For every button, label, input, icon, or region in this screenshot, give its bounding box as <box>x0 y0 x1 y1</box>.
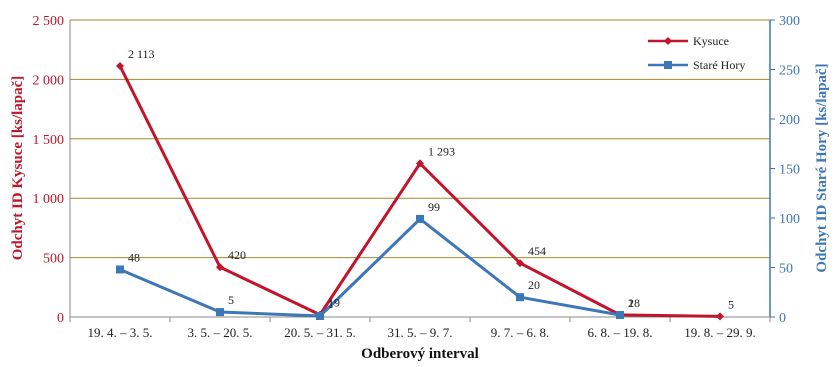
data-point-stare-hory <box>616 311 624 320</box>
right-tick-label: 100 <box>779 212 800 227</box>
right-tick-label: 200 <box>779 113 800 128</box>
x-tick-label: 31. 5. – 9. 7. <box>388 325 453 340</box>
data-point-kysuce <box>516 259 524 268</box>
data-label-kysuce: 19 <box>328 296 340 310</box>
right-tick-label: 50 <box>779 262 793 277</box>
data-label-stare-hory: 2 <box>628 296 634 310</box>
data-label-kysuce: 5 <box>728 297 734 311</box>
data-point-kysuce <box>216 263 224 272</box>
data-label-stare-hory: 99 <box>428 200 440 214</box>
y-axis-label-left: Odchyt ID Kysuce [ks/lapač] <box>10 76 26 261</box>
series-line-stare-hory <box>119 217 621 318</box>
data-label-kysuce: 18 <box>628 296 640 310</box>
left-tick-label: 2 000 <box>33 73 65 88</box>
right-tick-label: 0 <box>779 311 786 326</box>
legend-marker-stare-hory <box>664 61 672 69</box>
data-point-stare-hory <box>116 265 124 274</box>
right-tick-label: 300 <box>779 14 800 29</box>
data-label-kysuce: 454 <box>528 244 546 258</box>
legend-marker-kysuce <box>664 37 672 45</box>
y-axis-label-right: Odchyt ID Staré Hory [ks/lapač] <box>814 63 830 272</box>
x-axis-label: Odberový interval <box>361 346 479 362</box>
data-point-stare-hory <box>416 214 424 223</box>
data-point-stare-hory <box>516 293 524 302</box>
data-label-stare-hory: 48 <box>128 250 140 264</box>
legend: Kysuce Staré Hory <box>648 34 745 72</box>
right-tick-label: 250 <box>779 64 800 79</box>
data-label-kysuce: 2 113 <box>128 47 155 61</box>
data-point-stare-hory <box>216 308 224 317</box>
data-point-kysuce <box>716 312 724 321</box>
x-tick-label: 9. 7. – 6. 8. <box>491 325 550 340</box>
x-tick-label: 6. 8. – 19. 8. <box>588 325 653 340</box>
legend-label-kysuce: Kysuce <box>693 34 729 48</box>
data-label-stare-hory: 5 <box>228 293 234 307</box>
left-tick-label: 1 000 <box>33 192 65 207</box>
data-point-kysuce <box>416 159 424 168</box>
right-axis-ticks: 0 50 100 150 200 250 300 <box>770 14 800 326</box>
left-axis-ticks: 0 500 1 000 1 500 2 000 2 500 <box>33 14 65 326</box>
left-tick-label: 1 500 <box>33 133 65 148</box>
data-label-kysuce: 420 <box>228 248 246 262</box>
x-tick-label: 19. 8. – 29. 9. <box>684 325 756 340</box>
series-line-kysuce <box>118 65 721 318</box>
legend-label-stare-hory: Staré Hory <box>693 58 745 72</box>
data-label-stare-hory: 20 <box>528 278 540 292</box>
left-tick-label: 500 <box>43 252 64 267</box>
left-tick-label: 2 500 <box>33 14 65 29</box>
left-tick-label: 0 <box>57 311 64 326</box>
x-axis-ticks: 19. 4. – 3. 5. 3. 5. – 20. 5. 20. 5. – 31.… <box>69 317 771 340</box>
right-tick-label: 150 <box>779 163 800 178</box>
data-point-stare-hory <box>316 312 324 321</box>
data-point-kysuce <box>116 61 124 70</box>
x-tick-label: 20. 5. – 31. 5. <box>284 325 356 340</box>
x-tick-label: 19. 4. – 3. 5. <box>88 325 153 340</box>
x-tick-label: 3. 5. – 20. 5. <box>188 325 253 340</box>
series-layer <box>116 61 724 321</box>
data-label-stare-hory: 1 <box>328 297 334 311</box>
data-label-kysuce: 1 293 <box>428 144 455 158</box>
data-labels: 2 113 420 19 1 293 454 18 5 48 5 1 99 20 2 <box>128 47 734 311</box>
